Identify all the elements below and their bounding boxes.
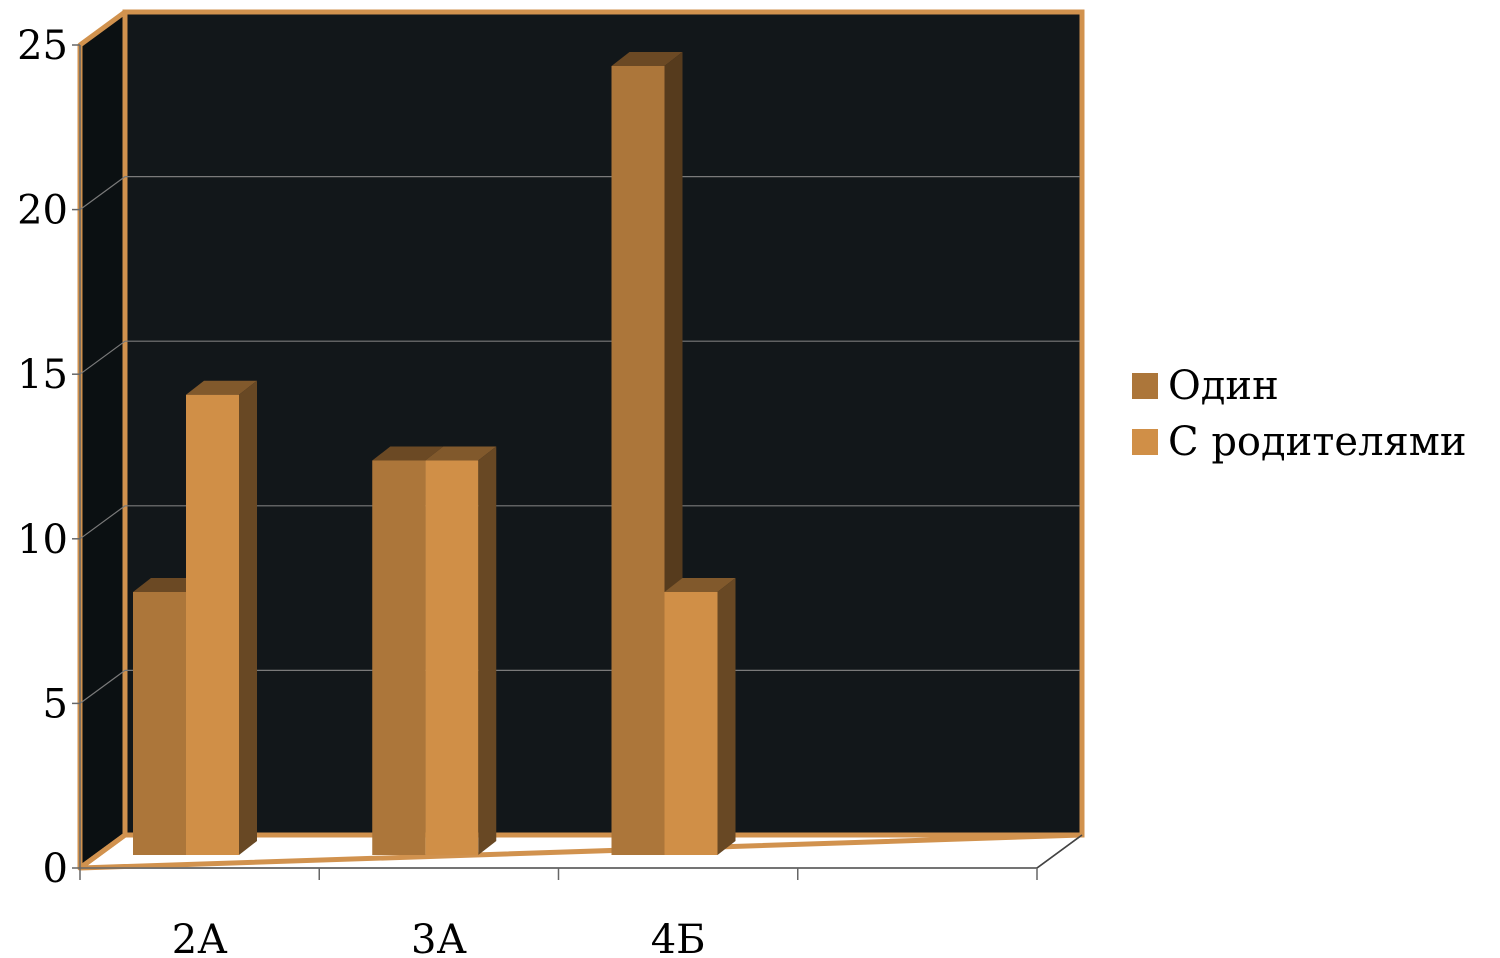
bar [664, 578, 736, 855]
bar-front-face [664, 592, 718, 855]
bar [425, 446, 497, 855]
axes [72, 44, 1083, 880]
bar-front-face [372, 460, 426, 855]
side-wall [77, 9, 128, 871]
back-wall [122, 9, 1085, 838]
bar-front-face [425, 460, 479, 855]
y-tick-label: 5 [43, 681, 68, 727]
x-tick-labels: 2А 3А 4Б [172, 917, 706, 958]
legend-swatch-s-roditelyami [1132, 429, 1158, 455]
bar-front-face [611, 66, 665, 855]
y-tick-label: 20 [17, 188, 68, 234]
y-tick-label: 25 [17, 23, 68, 69]
legend-item-s-roditelyami: С родителями [1132, 418, 1467, 466]
y-tick-labels: 0 5 10 15 20 25 [17, 23, 68, 892]
gridline [79, 340, 1080, 375]
bars [133, 52, 736, 855]
legend: Один С родителями [1132, 362, 1467, 474]
bar-top-face [664, 578, 736, 592]
bar-top-face [425, 446, 497, 461]
bar-top-face [372, 446, 444, 461]
bar-side-face [717, 578, 736, 855]
bar-side-face [478, 446, 497, 855]
y-tick-label: 10 [17, 517, 68, 563]
gridline [79, 505, 1080, 540]
legend-label-s-roditelyami: С родителями [1168, 419, 1467, 465]
legend-swatch-odin [1132, 373, 1158, 399]
bar-top-face [186, 380, 257, 395]
legend-item-odin: Один [1132, 362, 1467, 410]
bar-front-face [186, 394, 239, 855]
y-tick-label: 0 [43, 846, 68, 892]
bar-top-face [611, 52, 683, 66]
x-tick-label: 4Б [651, 917, 706, 958]
bar [186, 380, 257, 855]
chart-walls [77, 9, 1085, 871]
bar-side-face [239, 380, 257, 855]
floor-edge [77, 832, 1085, 871]
x-tick-label: 2А [172, 917, 228, 958]
x-tick-label: 3А [411, 917, 467, 958]
gridlines [79, 176, 1080, 704]
gridline [79, 669, 1080, 704]
gridline [79, 176, 1080, 211]
legend-label-odin: Один [1168, 363, 1279, 409]
bar-front-face [133, 592, 186, 855]
x-axis-depth-line [1036, 834, 1083, 869]
y-tick-label: 15 [17, 352, 68, 398]
